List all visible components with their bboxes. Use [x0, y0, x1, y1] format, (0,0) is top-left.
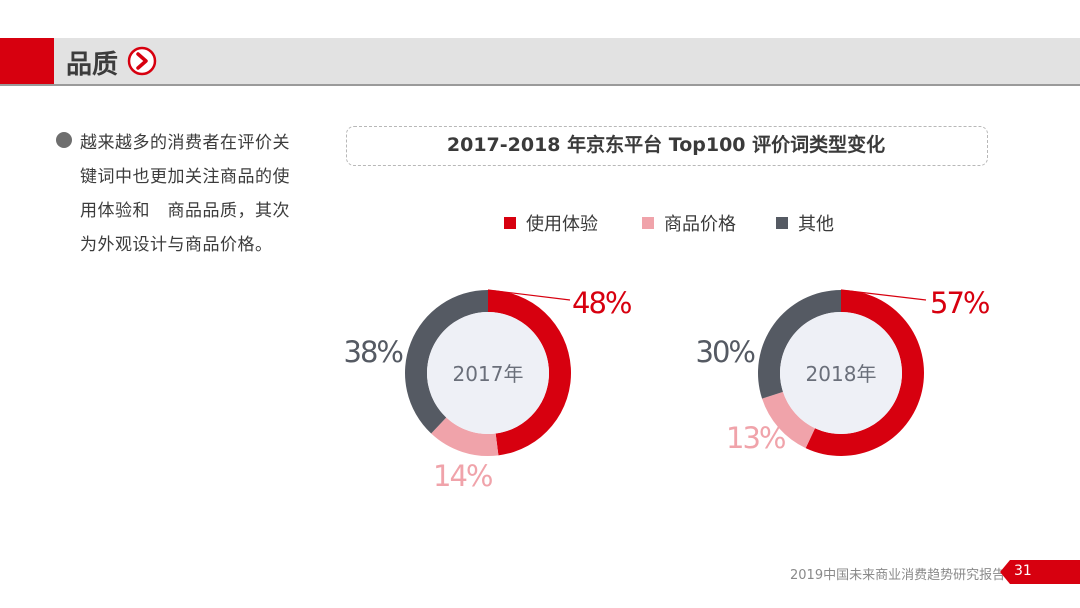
donut-0-slice-1-label: 14%	[433, 459, 492, 493]
chart-legend: 使用体验 商品价格 其他	[0, 208, 1080, 238]
page-number: 31	[1014, 563, 1032, 579]
donut-0-slice-2	[405, 290, 488, 434]
donut-0-center	[427, 312, 549, 434]
legend-label-2: 其他	[798, 214, 834, 235]
donut-0-slice-2-label: 38%	[344, 335, 403, 369]
footer-report-title: 2019中国未来商业消费趋势研究报告	[790, 568, 1006, 583]
section-header: 品质	[0, 38, 1080, 86]
section-title: 品质	[66, 50, 119, 80]
donut-0-leader-line	[487, 289, 571, 301]
donut-1-center-label: 2018年	[806, 362, 877, 386]
chart-title: 2017-2018 年京东平台 Top100 评价词类型变化	[446, 134, 886, 156]
donut-1-slice-0-label: 57%	[930, 286, 989, 320]
legend-swatch-1	[642, 217, 654, 229]
legend-label-0: 使用体验	[526, 214, 598, 235]
legend-item-2: 其他	[776, 208, 834, 238]
donut-0-slice-0	[488, 290, 571, 456]
donut-1-slice-0	[805, 290, 924, 456]
chevron-right-icon	[127, 46, 157, 76]
donut-0-center-label: 2017年	[453, 362, 524, 386]
donut-1-slice-2-label: 30%	[696, 335, 755, 369]
legend-swatch-0	[504, 217, 516, 229]
donut-1-slice-1	[762, 391, 816, 449]
legend-item-0: 使用体验	[504, 208, 598, 238]
bullet-text: 越来越多的消费者在评价关键词中也更加关注商品的使用体验和 商品品质，其次为外观设…	[80, 133, 290, 255]
chart-title-frame	[346, 126, 988, 166]
footer-page-tab	[1000, 560, 1080, 584]
donut-1-center	[780, 312, 902, 434]
donut-0-slice-1	[431, 417, 499, 456]
donut-1-leader-line	[840, 289, 927, 301]
donut-1-slice-2	[758, 290, 841, 399]
donut-1-slice-1-label: 13%	[726, 421, 785, 455]
legend-swatch-2	[776, 217, 788, 229]
donut-0-slice-0-label: 48%	[572, 286, 631, 320]
legend-label-1: 商品价格	[664, 214, 736, 235]
legend-item-1: 商品价格	[642, 208, 736, 238]
bullet-dot	[56, 132, 72, 148]
header-accent-block	[0, 38, 54, 84]
